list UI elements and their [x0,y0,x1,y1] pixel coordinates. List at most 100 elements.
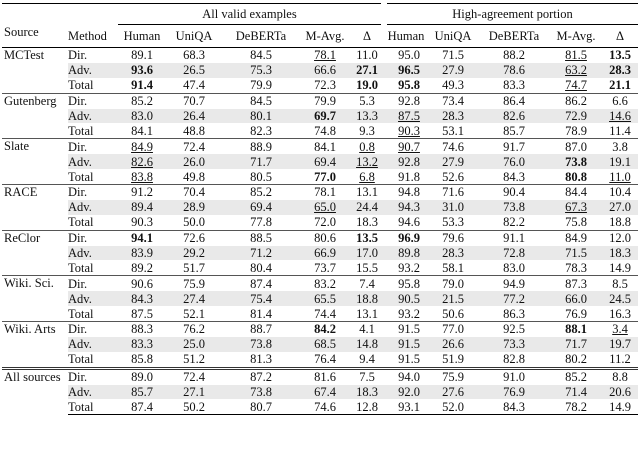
value-cell: 91.5 [384,352,428,368]
value-cell: 92.8 [384,154,428,170]
value-text: 92.8 [398,154,420,169]
value-cell: 27.1 [166,384,222,400]
value-cell: 87.5 [118,306,166,321]
table-row: Wiki. Sci. Dir. 90.6 75.9 87.4 83.2 7.4 95.8 79.… [2,275,639,322]
table-row: Adv. 83.9 29.2 71.2 66.9 17.0 89.8 28.3 72.8 71.5… [2,245,639,261]
value-cell: 83.2 [300,275,350,292]
value-text: 87.5 [398,109,420,123]
value-cell: 26.4 [166,108,222,124]
source-cell: All sources [2,366,68,415]
value-cell: 90.7 [384,138,428,155]
value-cell: 91.2 [118,184,166,200]
value-text: 81.3 [250,352,272,367]
table-row: RACE Dir. 91.2 70.4 85.2 78.1 13.1 94.8 71.6 90.4… [2,184,639,231]
value-text: 81.4 [250,306,272,321]
value-text: 21.1 [609,78,631,93]
value-text: 72.3 [314,78,336,93]
value-text: 11.0 [609,169,631,184]
value-text: 85.2 [250,185,272,200]
value-text: 74.6 [442,139,464,154]
column-header: DeBERTa [222,24,300,48]
value-cell: 19.0 [350,78,384,93]
value-text: 83.2 [314,276,336,291]
value-cell: 79.6 [428,229,478,246]
value-text: 91.5 [398,352,420,367]
value-cell: 85.2 [118,92,166,109]
value-cell: 85.8 [118,352,166,368]
value-cell: 66.6 [300,62,350,78]
table-row: Adv. 83.3 25.0 73.8 68.5 14.8 91.5 26.6 73.3 71.7… [2,336,639,352]
value-cell: 51.9 [428,352,478,368]
value-text: 82.3 [250,123,272,138]
table-body: MCTest Dir. 89.1 68.3 84.5 78.1 11.0 95.0 71.5 88… [2,46,639,416]
value-text: 78.6 [503,63,525,78]
value-cell: 84.9 [550,229,602,246]
value-cell: 79.9 [300,92,350,109]
value-text: 90.3 [398,123,420,138]
value-cell: 80.8 [550,169,602,184]
value-cell: 88.7 [222,321,300,337]
value-cell: 13.2 [350,154,384,170]
value-text: 82.6 [131,154,153,169]
source-cell: Wiki. Sci. [2,275,68,322]
value-text: 71.6 [442,185,464,200]
value-text: 77.0 [442,322,464,337]
value-cell: 91.5 [384,336,428,352]
method-cell: Dir. [68,366,118,385]
value-cell: 80.4 [222,260,300,275]
value-cell: 65.0 [300,199,350,215]
value-cell: 79.0 [428,275,478,292]
value-text: 28.9 [183,200,205,215]
value-text: 11.0 [356,48,378,63]
value-text: 3.4 [612,322,628,337]
value-text: 79.9 [250,78,272,93]
value-text: 14.9 [609,399,631,414]
value-text: 18.8 [609,215,631,230]
value-cell: 75.8 [550,215,602,230]
value-cell: 74.7 [550,78,602,93]
source-cell: RACE [2,184,68,231]
value-cell: 85.2 [550,366,602,385]
value-cell: 94.1 [118,229,166,246]
value-text: 72.9 [565,109,587,123]
value-text: 69.7 [314,109,336,123]
value-cell: 28.3 [428,108,478,124]
value-cell: 14.9 [602,260,638,275]
method-cell: Dir. [68,184,118,200]
value-cell: 13.3 [350,108,384,124]
value-cell: 82.8 [478,352,550,368]
value-text: 74.7 [565,78,587,93]
value-text: 73.8 [503,200,525,215]
column-header: Δ [602,24,639,48]
value-cell: 73.8 [222,336,300,352]
value-cell: 18.3 [350,384,384,400]
method-cell: Dir. [68,321,118,337]
value-text: 70.4 [183,185,205,200]
value-text: 71.4 [565,385,587,400]
source-cell: Slate [2,138,68,185]
value-text: 82.6 [503,109,525,123]
value-text: 12.8 [356,399,378,414]
value-cell: 90.3 [384,123,428,138]
value-text: 91.5 [398,337,420,352]
value-cell: 76.2 [166,321,222,337]
value-text: 77.2 [503,291,525,306]
value-cell: 51.2 [166,352,222,368]
value-cell: 68.5 [300,336,350,352]
value-cell: 91.8 [384,169,428,184]
method-cell: Total [68,169,94,184]
value-text: 6.6 [612,94,628,109]
value-cell: 80.5 [222,169,300,184]
value-text: 83.0 [503,260,525,275]
value-cell: 53.3 [428,215,478,230]
value-text: 85.7 [131,385,153,400]
value-cell: 71.7 [550,336,602,352]
value-cell: 83.3 [478,78,550,93]
method-cell: Dir. [68,229,118,246]
value-text: 68.5 [314,337,336,352]
value-text: 14.6 [609,109,631,123]
value-text: 49.8 [183,169,205,184]
value-text: 27.0 [609,200,631,215]
value-cell: 81.4 [222,306,300,321]
value-cell: 90.6 [118,275,166,292]
